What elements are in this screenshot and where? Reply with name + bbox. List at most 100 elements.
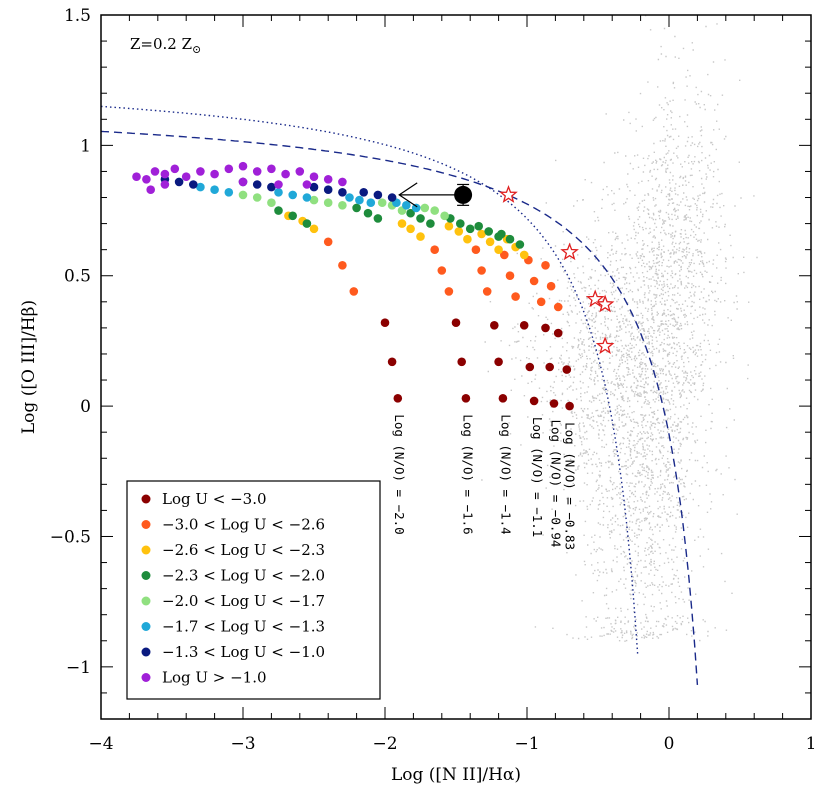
no-ratio-labels: Log (N/O) = −2.0 Log (N/O) = −1.6 Log (N/O… bbox=[392, 414, 577, 550]
model-point bbox=[224, 164, 234, 174]
model-point bbox=[323, 185, 333, 194]
model-point bbox=[338, 177, 347, 187]
legend: Log U < −3.0 −3.0 < Log U < −2.6 −2.6 < Lo… bbox=[126, 480, 381, 700]
model-point bbox=[252, 193, 262, 202]
y-axis-title: Log ([O III]/Hβ) bbox=[19, 300, 39, 434]
model-point bbox=[349, 287, 359, 296]
y-tick-label: −0.5 bbox=[50, 527, 91, 547]
model-point bbox=[456, 219, 465, 228]
model-point bbox=[529, 396, 539, 406]
model-point bbox=[451, 318, 461, 328]
model-point bbox=[267, 198, 276, 207]
y-tick-label: 0 bbox=[80, 397, 91, 417]
legend-swatch bbox=[141, 622, 151, 631]
model-point bbox=[274, 206, 283, 215]
model-point bbox=[174, 177, 184, 187]
model-point bbox=[497, 229, 506, 239]
model-point bbox=[519, 250, 529, 260]
model-point bbox=[366, 198, 376, 207]
model-point bbox=[471, 245, 481, 254]
model-point bbox=[146, 185, 155, 194]
model-point bbox=[430, 206, 440, 215]
x-tick-label: −2 bbox=[372, 734, 397, 754]
model-point bbox=[393, 394, 403, 403]
model-point bbox=[426, 219, 435, 228]
model-point bbox=[267, 182, 276, 192]
model-point bbox=[224, 188, 234, 197]
model-point bbox=[323, 175, 333, 184]
model-point bbox=[274, 180, 283, 189]
dashed-demarcation-curve bbox=[101, 130, 699, 685]
model-point bbox=[238, 190, 248, 200]
model-point bbox=[309, 224, 319, 234]
legend-swatch bbox=[141, 571, 151, 580]
model-point bbox=[485, 237, 495, 247]
model-point bbox=[402, 201, 411, 210]
legend-swatch bbox=[141, 596, 151, 606]
star-marker bbox=[499, 185, 518, 203]
model-point bbox=[406, 224, 415, 234]
observed-point bbox=[454, 185, 473, 204]
model-point bbox=[411, 203, 421, 213]
model-point bbox=[302, 219, 312, 228]
model-point bbox=[461, 394, 471, 403]
model-point bbox=[355, 195, 364, 205]
model-point bbox=[150, 167, 160, 176]
no-ratio-label: Log (N/O) = −1.4 bbox=[499, 414, 514, 534]
model-point bbox=[541, 323, 550, 333]
series-u6 bbox=[196, 182, 421, 213]
x-tick-label: −1 bbox=[514, 734, 539, 754]
model-point bbox=[437, 266, 447, 275]
no-ratio-label: Log (N/O) = −0.83 bbox=[563, 422, 578, 550]
model-point bbox=[420, 203, 430, 213]
x-tick-label: 1 bbox=[806, 734, 817, 754]
legend-swatch bbox=[141, 545, 151, 555]
model-point bbox=[545, 362, 554, 372]
model-point bbox=[500, 250, 509, 260]
observed-galaxy bbox=[398, 182, 473, 208]
metallicity-label: Z=0.2 Z⊙ bbox=[130, 35, 201, 56]
model-point bbox=[505, 271, 515, 281]
y-tick-label: 1 bbox=[80, 136, 91, 156]
legend-item-u2: −3.0 < Log U < −2.6 bbox=[141, 516, 325, 534]
model-point bbox=[210, 169, 219, 179]
model-point bbox=[498, 394, 508, 403]
model-point bbox=[142, 175, 151, 184]
legend-label: −2.6 < Log U < −2.3 bbox=[162, 541, 325, 559]
model-point bbox=[132, 172, 141, 181]
legend-swatch bbox=[141, 647, 151, 657]
model-point bbox=[189, 180, 198, 189]
model-point bbox=[181, 172, 191, 181]
series-u7 bbox=[160, 175, 397, 202]
model-point bbox=[338, 261, 347, 270]
legend-item-u7: −1.3 < Log U < −1.0 bbox=[141, 643, 325, 661]
legend-label: −2.3 < Log U < −2.0 bbox=[162, 567, 325, 585]
model-point bbox=[309, 172, 319, 181]
y-tick-label: −1 bbox=[66, 658, 91, 678]
model-point bbox=[525, 362, 535, 372]
model-point bbox=[397, 219, 407, 228]
model-point bbox=[252, 180, 262, 189]
model-point bbox=[416, 232, 425, 241]
legend-item-u1: Log U < −3.0 bbox=[141, 490, 267, 508]
model-point bbox=[359, 188, 369, 197]
model-point bbox=[511, 292, 520, 301]
legend-swatch bbox=[141, 673, 151, 682]
model-point bbox=[505, 234, 515, 244]
model-point bbox=[416, 214, 425, 223]
x-tick-label: −4 bbox=[88, 734, 113, 754]
demarcation-curves bbox=[101, 105, 699, 685]
star-marker bbox=[595, 294, 615, 313]
legend-box bbox=[126, 480, 381, 700]
model-point bbox=[463, 234, 472, 244]
model-grid-points bbox=[132, 161, 574, 411]
model-point bbox=[288, 211, 298, 221]
model-point bbox=[553, 302, 563, 312]
y-tick-label: 1.5 bbox=[64, 6, 91, 26]
model-point bbox=[170, 164, 180, 174]
model-point bbox=[562, 365, 572, 374]
model-point bbox=[484, 227, 494, 236]
star-markers bbox=[499, 185, 615, 355]
model-point bbox=[490, 321, 499, 330]
